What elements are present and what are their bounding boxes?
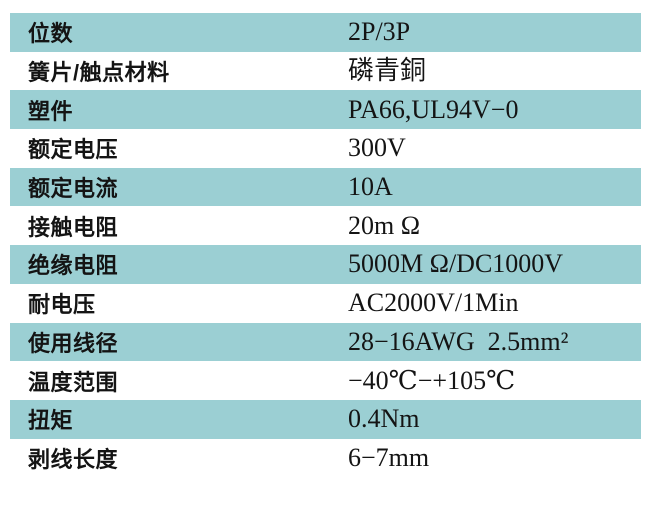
spec-label: 扭矩 — [28, 408, 74, 434]
table-row: 温度范围 −40℃−+105℃ — [10, 361, 641, 400]
spec-value: 10A — [348, 172, 393, 202]
spec-value: 20m Ω — [348, 210, 421, 240]
table-row: 额定电流 10A — [10, 167, 641, 207]
spec-value: 28−16AWG 2.5mm² — [348, 326, 569, 356]
spec-value: 300V — [348, 133, 406, 163]
spec-value: 0.4Nm — [348, 404, 420, 434]
table-row: 塑件 PA66,UL94V−0 — [10, 90, 641, 130]
spec-value: 磷青銅 — [348, 56, 427, 86]
spec-label: 额定电压 — [28, 137, 119, 163]
spec-label: 剥线长度 — [28, 446, 119, 472]
spec-value: −40℃−+105℃ — [348, 365, 516, 395]
spec-value: PA66,UL94V−0 — [348, 94, 519, 124]
table-row: 使用线径 28−16AWG 2.5mm² — [10, 322, 641, 362]
spec-table: 位数 2P/3P 簧片/触点材料 磷青銅 塑件 PA66,UL94V−0 额定电… — [10, 13, 641, 477]
table-row: 接触电阻 20m Ω — [10, 206, 641, 245]
spec-value: AC2000V/1Min — [348, 288, 519, 318]
spec-label: 位数 — [28, 21, 74, 47]
spec-label: 温度范围 — [28, 369, 119, 395]
table-row: 位数 2P/3P — [10, 13, 641, 52]
table-row: 扭矩 0.4Nm — [10, 399, 641, 439]
table-row: 耐电压 AC2000V/1Min — [10, 284, 641, 323]
table-row: 簧片/触点材料 磷青銅 — [10, 52, 641, 91]
spec-value: 6−7mm — [348, 442, 430, 472]
spec-label: 塑件 — [28, 98, 74, 124]
spec-label: 耐电压 — [28, 292, 96, 318]
table-row: 额定电压 300V — [10, 129, 641, 168]
table-row: 绝缘电阻 5000M Ω/DC1000V — [10, 245, 641, 284]
spec-label: 簧片/触点材料 — [28, 60, 170, 86]
spec-label: 使用线径 — [28, 330, 119, 356]
table-row: 剥线长度 6−7mm — [10, 439, 641, 478]
spec-label: 接触电阻 — [28, 214, 119, 240]
spec-value: 2P/3P — [348, 17, 411, 47]
spec-label: 额定电流 — [28, 176, 119, 202]
spec-value: 5000M Ω/DC1000V — [348, 249, 564, 279]
spec-label: 绝缘电阻 — [28, 253, 119, 279]
